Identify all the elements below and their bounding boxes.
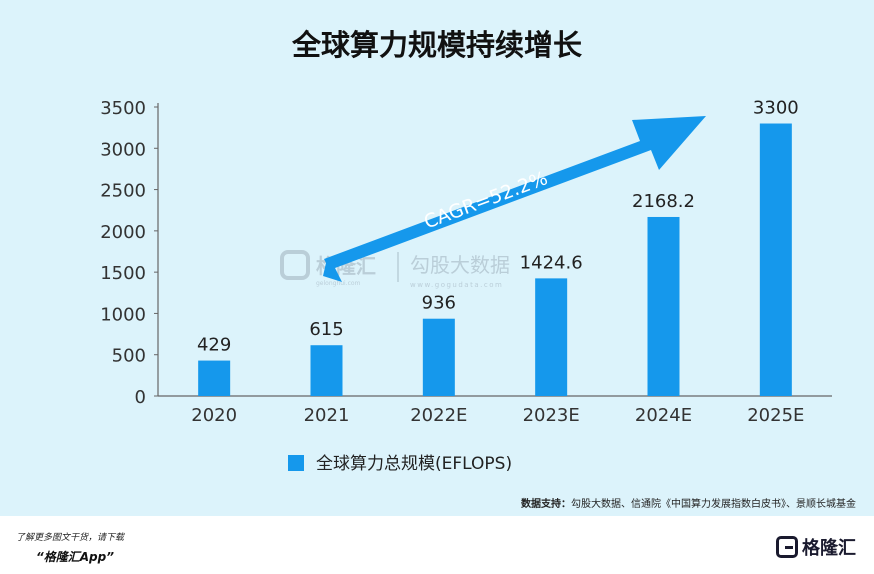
- watermark: 格隆汇 gelonghui.com 勾股大数据 www.gogudata.com: [280, 250, 510, 289]
- x-tick-label: 2022E: [410, 405, 467, 426]
- chart-panel: [0, 0, 874, 516]
- bar: [759, 123, 792, 396]
- footer-download-text: 了解更多图文干货，请下载: [16, 533, 125, 543]
- legend: 全球算力总规模(EFLOPS): [288, 454, 512, 474]
- bar: [535, 278, 568, 396]
- y-tick-label: 2500: [100, 181, 146, 202]
- x-tick-label: 2023E: [523, 405, 580, 426]
- bar-value-label: 1424.6: [520, 252, 583, 273]
- y-tick-label: 500: [112, 346, 146, 367]
- bar: [198, 360, 231, 396]
- bar-chart: 0 500 1000 1500 2000 2500 3000 3500 格隆汇 gelongh…: [100, 98, 832, 474]
- bar-value-label: 3300: [753, 98, 799, 119]
- source-text: 勾股大数据、信通院《中国算力发展指数白皮书》、景顺长城基金: [571, 499, 856, 510]
- watermark-partner-site: www.gogudata.com: [410, 281, 503, 289]
- bars: 429 2020 615 2021 936 2022E 1424.6 2023E 2168.2 2…: [191, 98, 804, 426]
- bar-value-label: 936: [422, 293, 456, 314]
- x-tick-label: 2020: [191, 405, 237, 426]
- bar-value-label: 615: [309, 319, 343, 340]
- cagr-annotation: CAGR=52.2%: [421, 167, 551, 233]
- watermark-logo-icon: [280, 250, 310, 280]
- y-tick-label: 2000: [100, 222, 146, 243]
- logo-icon: [776, 536, 798, 558]
- bar: [310, 345, 343, 396]
- source-note: 数据支持：勾股大数据、信通院《中国算力发展指数白皮书》、景顺长城基金: [521, 495, 856, 510]
- x-tick-label: 2024E: [635, 405, 692, 426]
- y-tick-label: 1000: [100, 304, 146, 325]
- legend-label: 全球算力总规模(EFLOPS): [316, 454, 512, 474]
- x-tick-label: 2025E: [747, 405, 804, 426]
- legend-swatch: [288, 455, 304, 471]
- brand-logo: 格隆汇: [776, 532, 856, 562]
- logo-text: 格隆汇: [802, 538, 856, 559]
- cagr-arrow-shape: [323, 116, 706, 282]
- x-tick-label: 2021: [304, 405, 350, 426]
- y-tick-label: 3500: [100, 98, 146, 119]
- bar: [422, 318, 455, 396]
- bar: [647, 216, 680, 396]
- watermark-site: gelonghui.com: [316, 280, 361, 287]
- chart-title: 全球算力规模持续增长: [291, 28, 582, 62]
- source-label: 数据支持：: [521, 499, 571, 510]
- bar-value-label: 2168.2: [632, 191, 695, 212]
- watermark-partner: 勾股大数据: [410, 253, 510, 277]
- y-tick-label: 1500: [100, 263, 146, 284]
- y-tick-label: 0: [135, 387, 146, 408]
- footer-app-name: “格隆汇App”: [36, 550, 114, 564]
- axes: 0 500 1000 1500 2000 2500 3000 3500: [100, 98, 832, 408]
- bar-value-label: 429: [197, 335, 231, 356]
- y-tick-label: 3000: [100, 139, 146, 160]
